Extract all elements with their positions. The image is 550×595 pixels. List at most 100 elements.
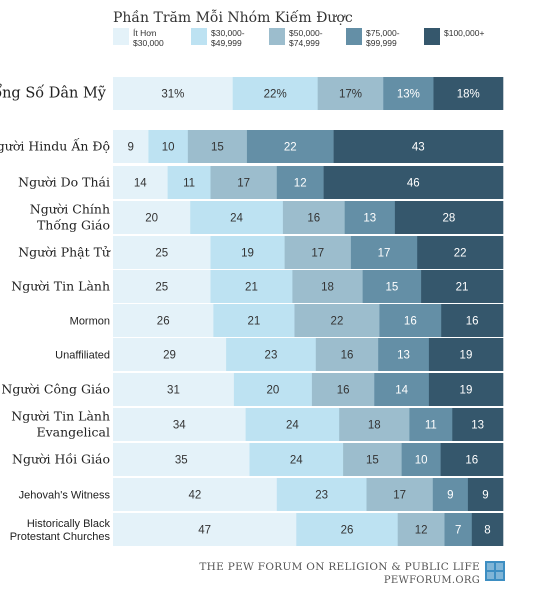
- category-label: Người Hindu Ấn Độ: [0, 137, 110, 154]
- data-label: 16: [337, 385, 350, 397]
- data-label: 34: [173, 420, 186, 432]
- category-label: Protestant Churches: [10, 531, 111, 543]
- data-label: 23: [315, 490, 328, 502]
- bar-segment: [315, 338, 379, 371]
- bar-segment: [113, 166, 168, 199]
- data-label: 18: [368, 420, 381, 432]
- bar-segment: [333, 130, 504, 163]
- data-label: 23: [265, 350, 278, 362]
- bar-segment: [366, 478, 434, 511]
- legend-label-2-line-1: $30,000-: [211, 28, 245, 38]
- pew-logo-icon: [485, 561, 505, 581]
- data-label: 22: [284, 142, 297, 154]
- data-label: 14: [134, 178, 147, 190]
- legend-label-1-line-1: Ít Hơn: [133, 28, 157, 38]
- bar-segment: [213, 304, 295, 337]
- category-label: Người Phật Tử: [18, 245, 111, 260]
- category-labels: Tổng Số Dân Mỹ Người Hindu Ấn Độ Người Do …: [0, 84, 111, 544]
- bars: 31% 22% 17% 13% 18% 9 10 15 22 43 14 11 17 12 46 20 24 16…: [113, 77, 504, 546]
- bar-segment: [317, 77, 384, 110]
- bar-segment: [311, 373, 375, 406]
- data-label: 24: [286, 420, 299, 432]
- bar-segment: [113, 373, 235, 406]
- legend-swatch-4: [346, 28, 362, 45]
- footer-source: THE PEW FORUM ON RELIGION & PUBLIC LIFE: [199, 561, 480, 573]
- data-label: 43: [412, 142, 425, 154]
- data-label: 9: [482, 490, 488, 502]
- data-label: 11: [425, 420, 437, 432]
- legend-label-2-line-2: $49,999: [211, 38, 242, 48]
- data-label: 35: [175, 455, 188, 467]
- footer: THE PEW FORUM ON RELIGION & PUBLIC LIFE …: [199, 561, 505, 586]
- data-label: 20: [145, 213, 158, 225]
- data-label: 19: [241, 248, 254, 260]
- data-label: 21: [248, 316, 261, 328]
- category-label: Người Tin Lành: [11, 279, 110, 294]
- bar-segment: [441, 304, 504, 337]
- data-label: 19: [460, 385, 473, 397]
- data-label: 14: [395, 385, 408, 397]
- data-label: 17: [378, 248, 391, 260]
- data-label: 21: [456, 282, 469, 294]
- bar-segment: [210, 236, 285, 269]
- data-label: 13: [363, 213, 376, 225]
- bar-segment: [113, 236, 211, 269]
- data-label: 13%: [397, 89, 420, 101]
- data-label: 12: [294, 178, 307, 190]
- legend-swatch-3: [269, 28, 285, 45]
- data-label: 16: [404, 316, 417, 328]
- data-label: 16: [465, 455, 478, 467]
- bar-segment: [282, 201, 345, 234]
- bar-segment: [428, 338, 504, 371]
- category-label: Người Hồi Giáo: [12, 452, 110, 467]
- bar-segment: [276, 166, 324, 199]
- bar-segment: [344, 201, 396, 234]
- data-label: 17: [237, 178, 250, 190]
- category-label: Jehovah's Witness: [19, 490, 111, 502]
- bar-segment: [433, 77, 504, 110]
- category-label: Người Tin Lành: [11, 409, 110, 424]
- bar-segment: [276, 478, 367, 511]
- bar-segment: [113, 338, 227, 371]
- data-label: 31: [167, 385, 180, 397]
- legend-swatch-2: [191, 28, 207, 45]
- data-label: 12: [415, 525, 428, 537]
- legend-label-4-line-2: $99,999: [366, 38, 397, 48]
- bar-segment: [421, 270, 504, 303]
- bar-segment: [233, 373, 313, 406]
- bar-segment: [383, 77, 434, 110]
- data-label: 42: [189, 490, 202, 502]
- bar-segment: [232, 77, 318, 110]
- logo-square: [487, 572, 494, 579]
- bar-segment: [394, 201, 504, 234]
- category-label: Thống Giáo: [37, 218, 110, 233]
- bar-segment: [167, 166, 211, 199]
- bar-segment: [284, 236, 352, 269]
- bar-segment: [343, 443, 402, 476]
- category-label: Người Chính: [30, 202, 110, 217]
- bar-segment: [190, 201, 284, 234]
- bar-segment: [113, 201, 191, 234]
- data-label: 18%: [457, 89, 480, 101]
- bar-segment: [444, 513, 473, 546]
- category-label: Tổng Số Dân Mỹ: [0, 84, 107, 102]
- data-label: 13: [471, 420, 484, 432]
- bar-segment: [362, 270, 422, 303]
- legend-label-3-line-1: $50,000-: [289, 28, 323, 38]
- bar-segment: [113, 270, 211, 303]
- bar-segment: [296, 513, 398, 546]
- data-label: 22: [454, 248, 467, 260]
- bar-segment: [323, 166, 504, 199]
- category-label: Unaffiliated: [55, 350, 110, 362]
- data-label: 10: [415, 455, 428, 467]
- bar-segment: [249, 443, 344, 476]
- data-label: 22%: [264, 89, 287, 101]
- data-label: 22: [331, 316, 344, 328]
- bar-segment: [417, 236, 504, 269]
- data-label: 29: [163, 350, 176, 362]
- bar-segment: [113, 77, 234, 110]
- bar-segment: [292, 270, 363, 303]
- logo-square: [487, 563, 494, 570]
- logo-square: [496, 563, 503, 570]
